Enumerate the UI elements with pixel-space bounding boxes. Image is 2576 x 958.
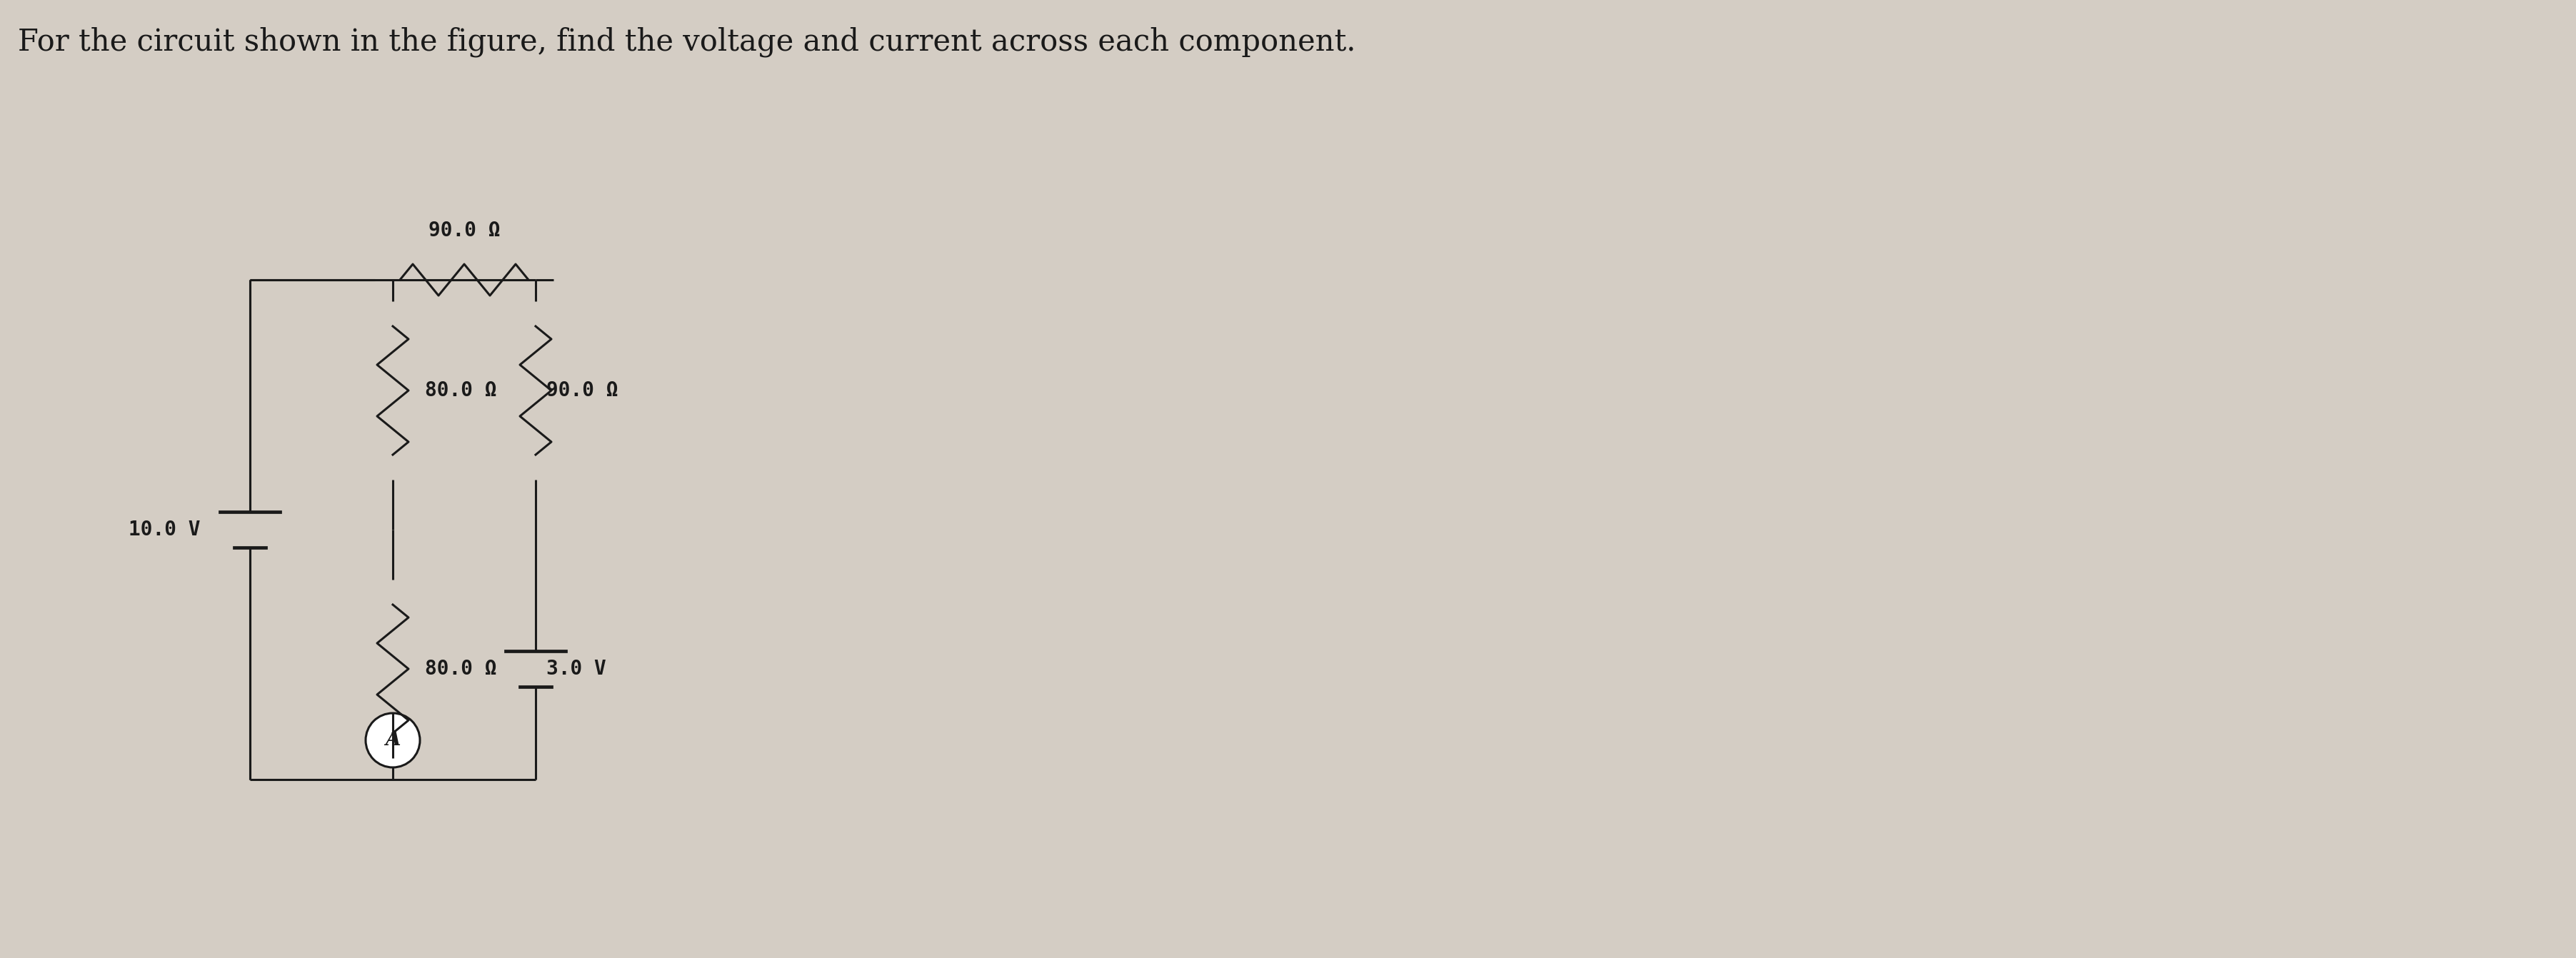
Text: A: A bbox=[386, 731, 399, 750]
Circle shape bbox=[366, 713, 420, 767]
Text: 90.0 Ω: 90.0 Ω bbox=[546, 380, 618, 400]
Text: 80.0 Ω: 80.0 Ω bbox=[425, 659, 497, 679]
Text: 10.0 V: 10.0 V bbox=[129, 519, 201, 539]
Text: 80.0 Ω: 80.0 Ω bbox=[425, 380, 497, 400]
Text: For the circuit shown in the figure, find the voltage and current across each co: For the circuit shown in the figure, fin… bbox=[18, 27, 1355, 57]
Text: 3.0 V: 3.0 V bbox=[546, 659, 605, 679]
Text: 90.0 Ω: 90.0 Ω bbox=[428, 220, 500, 240]
